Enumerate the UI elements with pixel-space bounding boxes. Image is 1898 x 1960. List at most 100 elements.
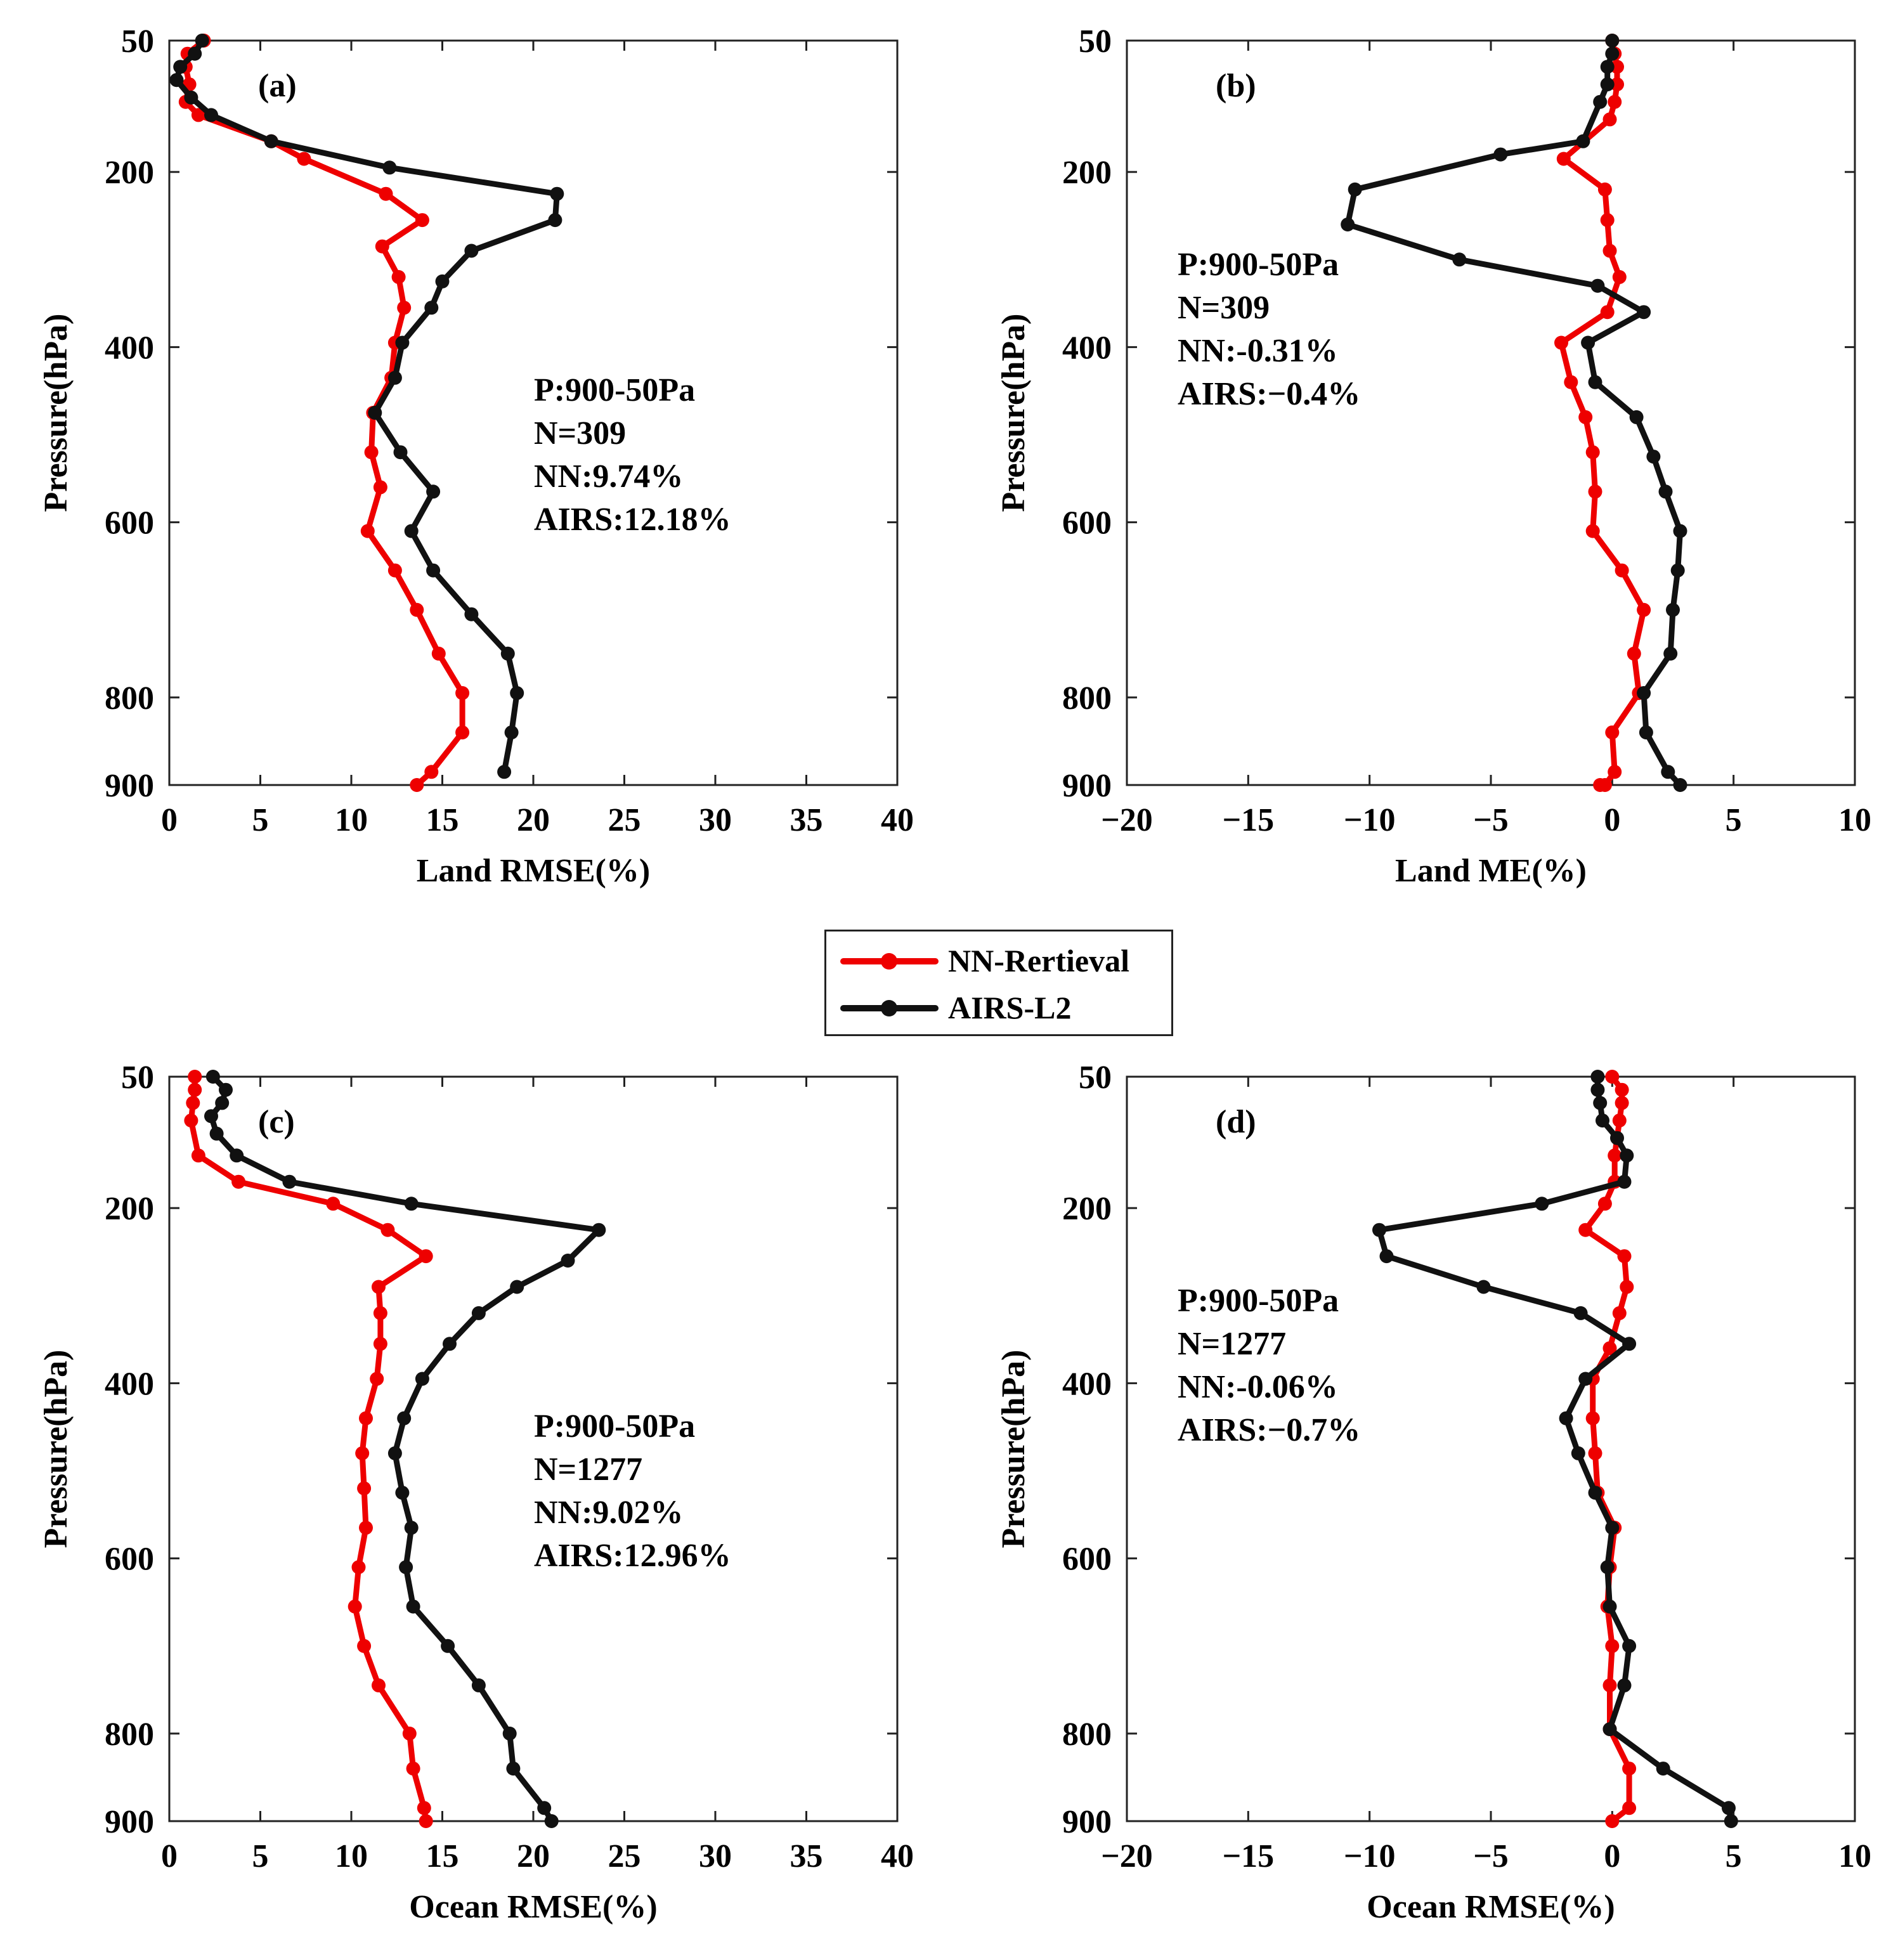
- data-point-airs: [1620, 1148, 1634, 1163]
- data-point-nn: [402, 1726, 417, 1741]
- annotation-line: NN:9.02%: [534, 1495, 683, 1531]
- data-point-nn: [188, 1070, 202, 1084]
- y-tick-label: 50: [1079, 1060, 1112, 1096]
- data-point-airs: [471, 1678, 486, 1692]
- data-point-nn: [351, 1560, 366, 1574]
- y-tick-label: 600: [105, 505, 154, 542]
- x-tick-label: −15: [1223, 1838, 1275, 1874]
- data-point-nn: [1597, 1197, 1612, 1211]
- data-point-airs: [510, 686, 524, 700]
- data-point-airs: [387, 370, 402, 385]
- data-point-airs: [169, 73, 184, 88]
- x-tick-label: 15: [426, 802, 459, 838]
- data-point-airs: [471, 1306, 486, 1320]
- annotation-line: P:900-50Pa: [534, 372, 695, 408]
- data-point-nn: [355, 1446, 370, 1460]
- data-point-airs: [504, 725, 519, 740]
- data-point-airs: [215, 1096, 230, 1110]
- data-point-airs: [1341, 217, 1355, 231]
- y-tick-label: 800: [105, 1717, 154, 1753]
- data-point-nn: [397, 301, 412, 315]
- data-point-airs: [506, 1762, 521, 1776]
- x-tick-label: −10: [1344, 1838, 1396, 1874]
- legend-item-nn: NN-Rertieval: [826, 939, 1171, 983]
- data-point-nn: [417, 1801, 431, 1815]
- data-point-airs: [435, 274, 450, 289]
- y-axis-title: Pressure(hPa): [996, 1350, 1032, 1548]
- data-point-airs: [1596, 1113, 1609, 1128]
- x-tick-label: 20: [517, 1838, 550, 1874]
- data-point-airs: [204, 1109, 218, 1124]
- y-tick-label: 900: [105, 768, 154, 804]
- x-tick-label: 10: [1838, 802, 1871, 838]
- data-point-nn: [1600, 213, 1615, 228]
- data-point-airs: [184, 90, 198, 105]
- annotation-line: N=309: [534, 415, 626, 451]
- panel-label: (c): [258, 1104, 295, 1140]
- data-point-airs: [1639, 725, 1653, 740]
- data-point-nn: [360, 524, 375, 538]
- y-tick-label: 800: [1062, 1717, 1112, 1753]
- data-point-airs: [282, 1174, 297, 1189]
- data-point-nn: [373, 1306, 387, 1320]
- y-tick-label: 600: [1062, 505, 1112, 542]
- x-tick-label: 15: [426, 1838, 459, 1874]
- y-tick-label: 400: [105, 330, 154, 366]
- y-tick-label: 900: [105, 1804, 154, 1840]
- data-point-airs: [1493, 147, 1508, 162]
- x-tick-label: −10: [1344, 802, 1396, 838]
- data-point-airs: [548, 213, 562, 228]
- data-point-nn: [375, 239, 389, 254]
- data-point-airs: [395, 1486, 410, 1500]
- data-point-airs: [502, 1726, 517, 1741]
- data-point-airs: [561, 1254, 575, 1268]
- data-point-airs: [1573, 1306, 1588, 1320]
- annotation-line: NN:-0.31%: [1178, 333, 1338, 369]
- data-point-airs: [1605, 34, 1620, 48]
- data-point-nn: [1620, 1280, 1634, 1294]
- x-tick-label: 5: [252, 802, 269, 838]
- data-point-nn: [1608, 765, 1622, 779]
- annotation-line: AIRS:−0.7%: [1178, 1412, 1360, 1448]
- y-tick-label: 400: [105, 1366, 154, 1402]
- x-tick-label: 25: [608, 802, 641, 838]
- data-point-nn: [455, 725, 470, 740]
- data-point-nn: [1627, 646, 1641, 661]
- data-point-nn: [1612, 1113, 1627, 1128]
- panel-label: (a): [258, 68, 297, 104]
- data-point-airs: [464, 607, 479, 621]
- data-point-nn: [1612, 269, 1627, 284]
- data-point-airs: [1673, 778, 1687, 792]
- data-point-nn: [1593, 778, 1608, 792]
- x-tick-label: 5: [1726, 1838, 1742, 1874]
- data-point-nn: [1610, 77, 1624, 92]
- panel-label: (d): [1216, 1104, 1256, 1140]
- data-point-nn: [1556, 152, 1571, 166]
- data-point-airs: [1600, 60, 1615, 74]
- data-point-airs: [1658, 484, 1673, 499]
- data-point-airs: [500, 646, 515, 661]
- data-point-airs: [1452, 252, 1467, 267]
- data-point-nn: [231, 1174, 246, 1189]
- data-point-airs: [382, 160, 397, 175]
- data-point-airs: [1535, 1197, 1549, 1211]
- data-point-airs: [1724, 1814, 1738, 1828]
- y-tick-label: 50: [1079, 23, 1112, 60]
- data-point-airs: [1588, 1486, 1602, 1500]
- data-point-nn: [1554, 335, 1568, 350]
- x-tick-label: −20: [1101, 1838, 1153, 1874]
- data-point-airs: [173, 60, 188, 74]
- data-point-airs: [1666, 602, 1680, 617]
- legend-label-nn: NN-Rertieval: [948, 943, 1129, 978]
- data-point-airs: [537, 1801, 552, 1815]
- x-tick-label: 40: [881, 802, 914, 838]
- data-point-airs: [1593, 94, 1608, 109]
- data-point-airs: [195, 34, 209, 48]
- data-point-nn: [1612, 1306, 1627, 1320]
- plot-frame: [168, 1075, 899, 1822]
- x-axis-title: Land RMSE(%): [417, 853, 650, 889]
- x-tick-label: 0: [161, 802, 178, 838]
- data-point-nn: [326, 1197, 341, 1211]
- data-point-nn: [1617, 1249, 1632, 1264]
